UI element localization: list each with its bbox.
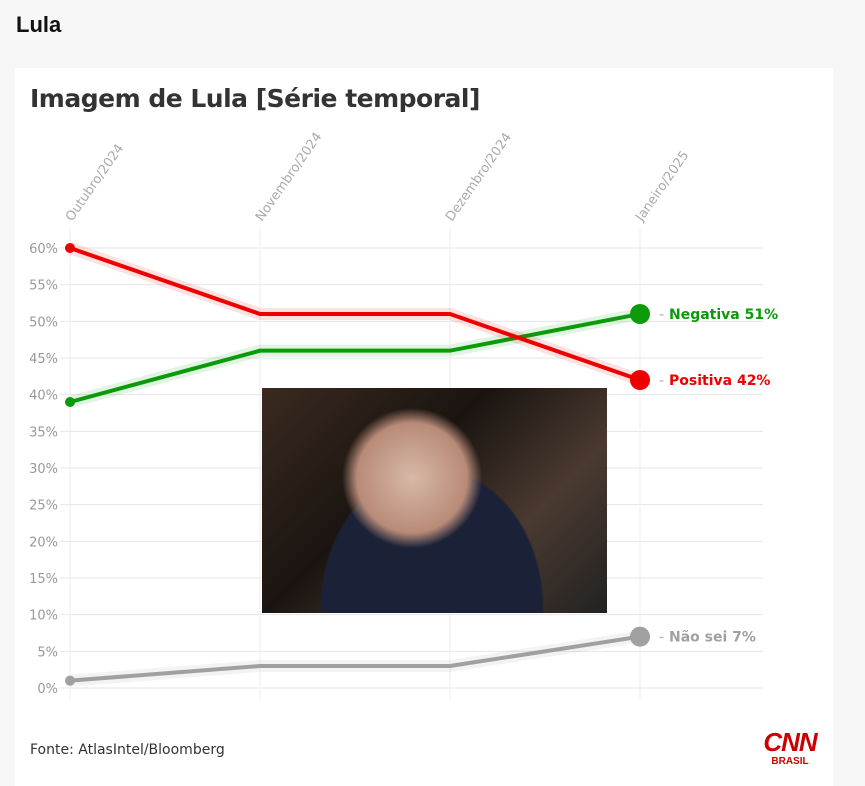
y-tick-label: 25% [29, 499, 58, 514]
end-point [630, 304, 650, 324]
data-point [65, 675, 75, 686]
y-tick-label: 5% [37, 645, 58, 660]
y-tick-label: 10% [29, 609, 58, 624]
page-title: Lula [16, 12, 62, 37]
data-point [65, 243, 75, 253]
y-tick-label: 0% [37, 682, 58, 697]
x-tick-label: Dezembro/2024 [443, 130, 515, 224]
label-dash: - [659, 630, 664, 646]
y-tick-label: 50% [29, 315, 58, 330]
chart-title: Imagem de Lula [Série temporal] [30, 84, 480, 113]
source-note: Fonte: AtlasIntel/Bloomberg [30, 742, 225, 758]
y-tick-label: 60% [29, 242, 58, 257]
x-tick-label: Novembro/2024 [253, 130, 325, 224]
series-label: Positiva 42% [669, 373, 770, 389]
y-tick-label: 35% [29, 425, 58, 440]
end-point [630, 626, 650, 647]
x-tick-label: Janeiro/2025 [632, 148, 692, 225]
cnn-brasil-logo: CNN BRASIL [763, 727, 817, 767]
y-tick-label: 40% [29, 389, 58, 404]
series-label: Não sei 7% [669, 630, 756, 646]
series-line [69, 246, 641, 382]
series-line [69, 634, 641, 683]
y-tick-label: 45% [29, 352, 58, 367]
label-dash: - [659, 373, 664, 389]
y-tick-label: 30% [29, 462, 58, 477]
label-dash: - [659, 307, 664, 323]
series-line [69, 312, 641, 404]
y-tick-label: 15% [29, 572, 58, 587]
lula-photo [262, 388, 607, 613]
data-point [65, 397, 75, 407]
y-tick-label: 55% [29, 279, 58, 294]
y-tick-label: 20% [29, 535, 58, 550]
end-point [630, 370, 650, 390]
series-label: Negativa 51% [669, 307, 778, 323]
x-tick-label: Outubro/2024 [63, 142, 127, 225]
